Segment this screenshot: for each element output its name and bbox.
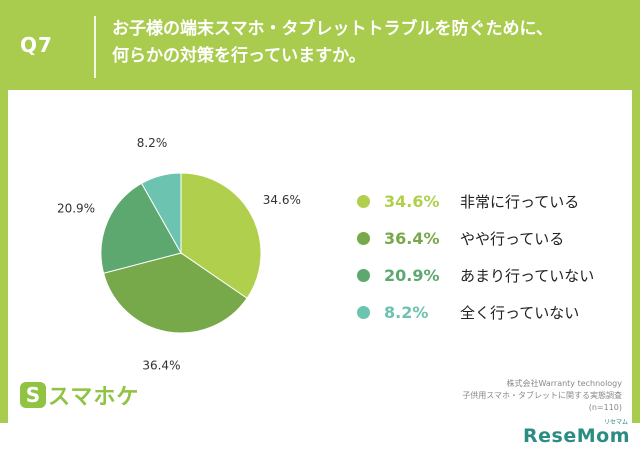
pie-data-label: 34.6%	[263, 193, 301, 207]
brand-s-icon: S	[20, 382, 46, 408]
brand-logo: S スマホケ	[20, 380, 139, 410]
source-survey: 子供用スマホ・タブレットに関する実態調査	[462, 391, 622, 400]
pie-chart: 34.6% 36.4% 20.9% 8.2%	[57, 136, 301, 373]
page-title: お子様の端末スマホ・タブレットトラブルを防ぐために、 何らかの対策を行っています…	[112, 16, 632, 70]
title-line-2: 何らかの対策を行っていますか。	[112, 46, 366, 66]
legend-percent: 8.2%	[384, 303, 429, 322]
legend-label: やや行っている	[460, 230, 565, 248]
legend: 34.6% 非常に行っている 36.4% やや行っている 20.9% あまり行っ…	[353, 183, 613, 331]
legend-dot	[357, 232, 370, 245]
title-line-1: お子様の端末スマホ・タブレットトラブルを防ぐために、	[112, 19, 553, 39]
legend-item: 20.9% あまり行っていない	[353, 257, 613, 294]
legend-percent: 20.9%	[384, 266, 440, 285]
footer: リセマム ReseMom	[0, 419, 640, 453]
legend-dot	[357, 269, 370, 282]
legend-item: 36.4% やや行っている	[353, 220, 613, 257]
source-sample-size: (n=110)	[588, 403, 622, 412]
resemom-logo: ReseMom	[523, 425, 630, 447]
legend-label: 非常に行っている	[460, 193, 580, 211]
legend-label: 全く行っていない	[460, 304, 580, 322]
pie-data-label: 36.4%	[142, 358, 180, 372]
header-divider	[94, 16, 96, 78]
pie-data-label: 20.9%	[57, 202, 95, 216]
legend-dot	[357, 195, 370, 208]
source-company: 株式会社Warranty technology	[506, 379, 622, 388]
question-number: Q7	[20, 33, 53, 57]
pie-data-label: 8.2%	[137, 136, 168, 150]
legend-dot	[357, 306, 370, 319]
resemom-sub-logo: リセマム	[603, 419, 628, 426]
pie-slice	[100, 182, 182, 274]
pie-slice	[180, 172, 262, 299]
header: Q7 お子様の端末スマホ・タブレットトラブルを防ぐために、 何らかの対策を行って…	[0, 0, 640, 90]
pie-slice	[140, 172, 182, 255]
legend-percent: 34.6%	[384, 192, 440, 211]
pie-slice	[102, 252, 248, 334]
brand-name: スマホケ	[48, 385, 140, 410]
chart-card: 34.6% 36.4% 20.9% 8.2% 34.6% 非常に行っている 36.4%…	[8, 90, 632, 423]
legend-label: あまり行っていない	[460, 267, 595, 285]
legend-percent: 36.4%	[384, 229, 440, 248]
legend-item: 8.2% 全く行っていない	[353, 294, 613, 331]
legend-item: 34.6% 非常に行っている	[353, 183, 613, 220]
source-note: 株式会社Warranty technology 子供用スマホ・タブレットに関する…	[462, 378, 622, 414]
